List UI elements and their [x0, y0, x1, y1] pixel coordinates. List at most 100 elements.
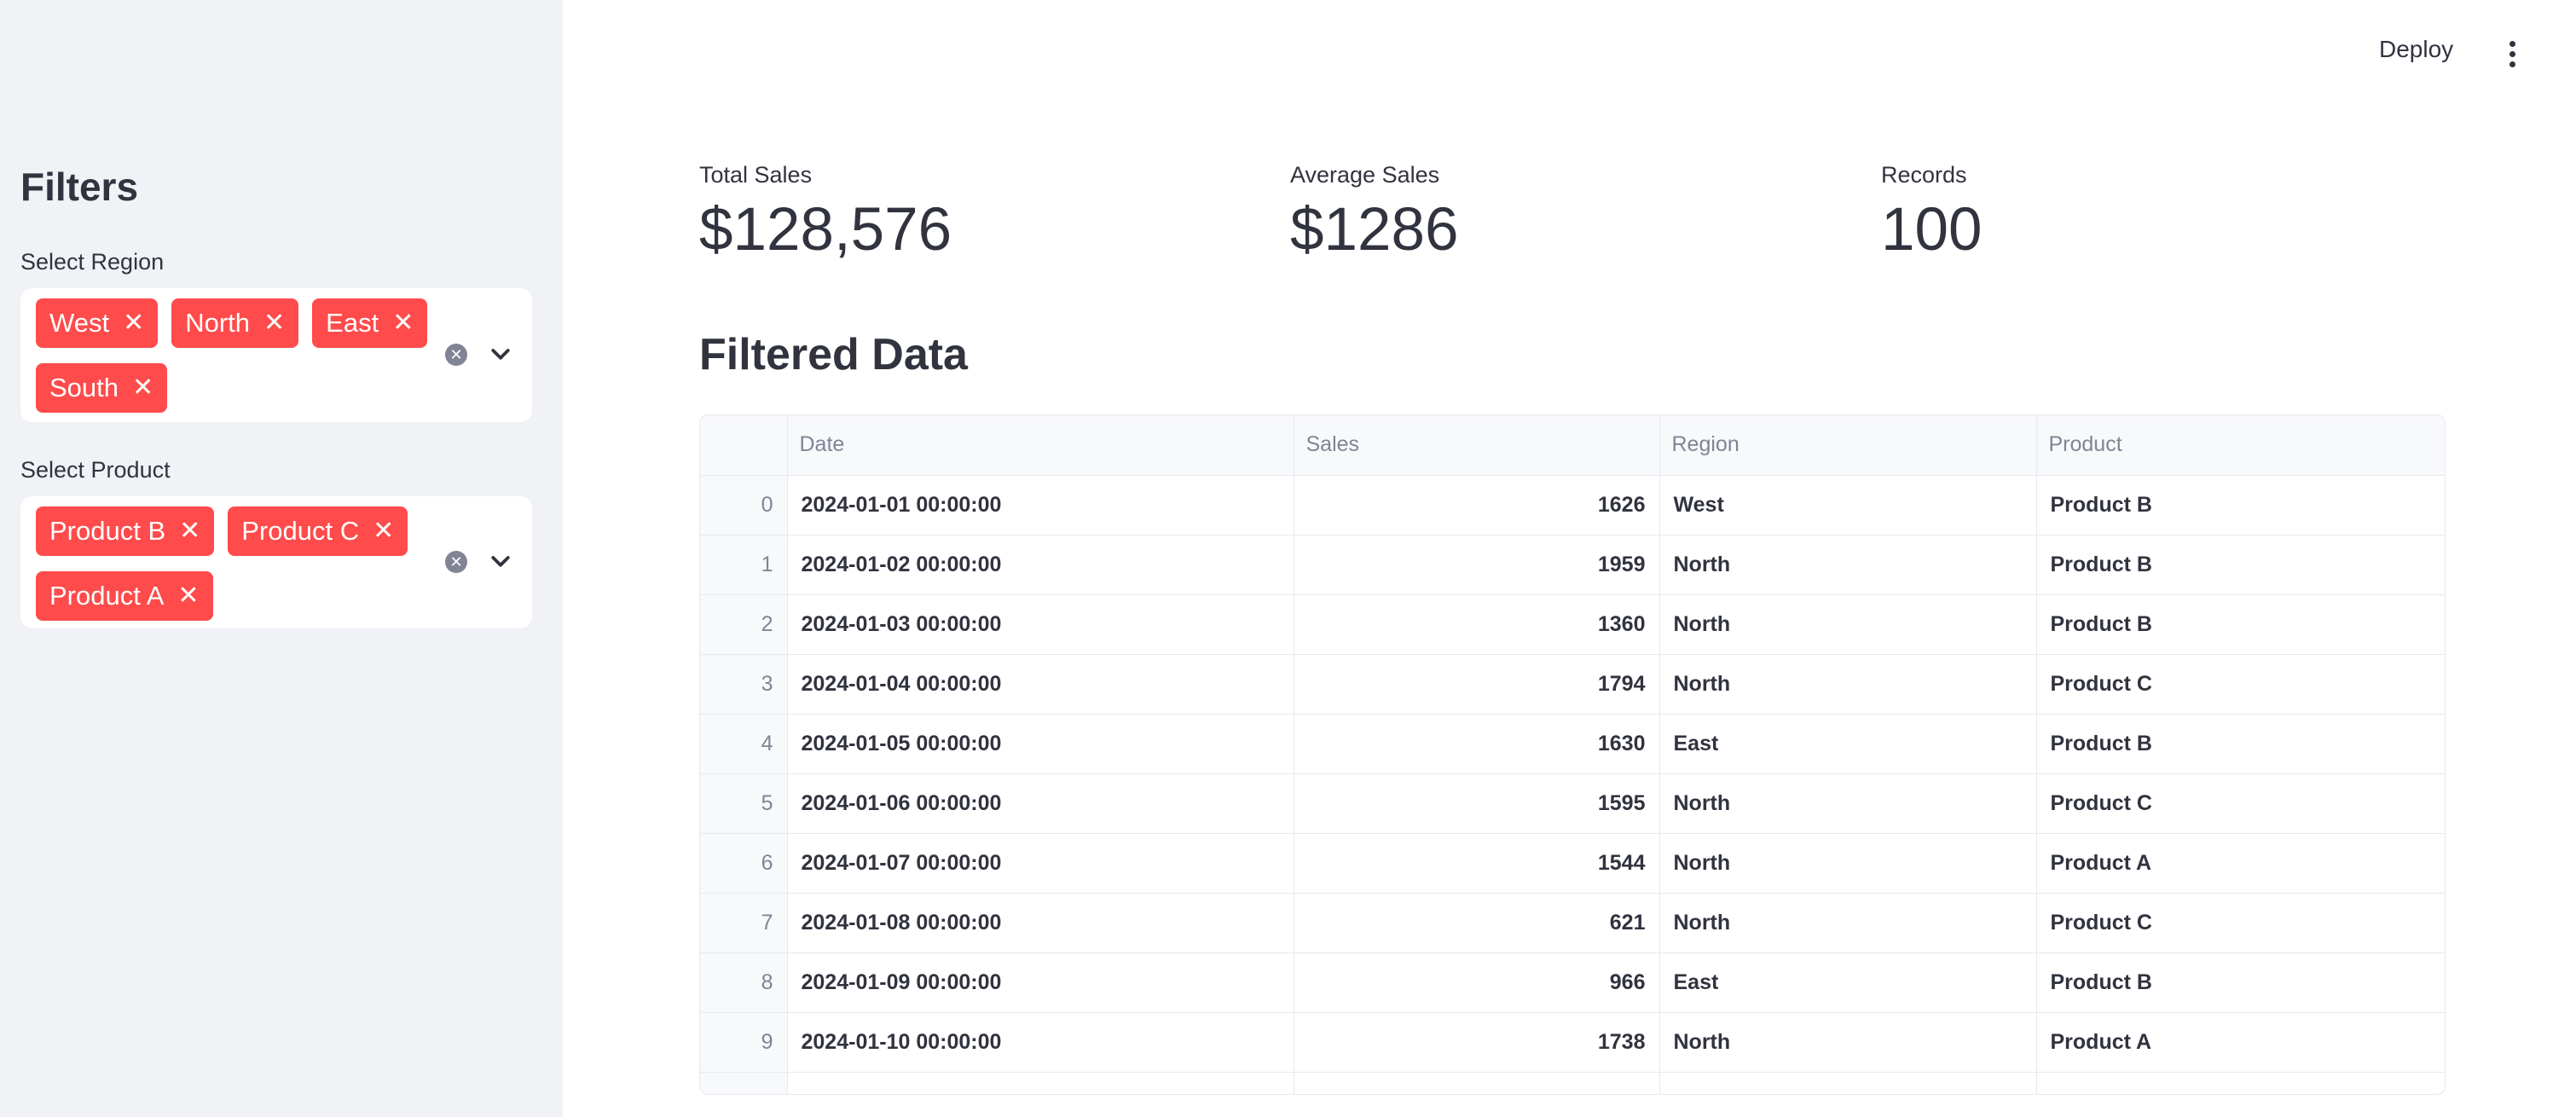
cell-region: [1659, 1072, 2037, 1094]
remove-tag-icon[interactable]: ✕: [177, 582, 200, 610]
cell-region[interactable]: East: [1659, 714, 2037, 774]
table-row[interactable]: 3 2024-01-04 00:00:00 1794 North Product…: [700, 654, 2445, 715]
cell-date[interactable]: 2024-01-05 00:00:00: [787, 714, 1294, 774]
remove-tag-icon[interactable]: ✕: [392, 309, 414, 337]
cell-sales[interactable]: 1959: [1294, 535, 1660, 595]
cell-date: [787, 1072, 1294, 1094]
cell-date[interactable]: 2024-01-04 00:00:00: [787, 654, 1294, 715]
product-tag: Product B ✕: [36, 506, 215, 556]
cell-date[interactable]: 2024-01-06 00:00:00: [787, 773, 1294, 834]
cell-sales[interactable]: 1626: [1294, 475, 1660, 535]
cell-product[interactable]: Product B: [2036, 714, 2445, 774]
clear-all-icon[interactable]: ✕: [445, 551, 467, 573]
product-tag-label: Product A: [49, 581, 165, 611]
product-multiselect[interactable]: Product B ✕ Product C ✕ Product A ✕ ✕: [20, 496, 532, 628]
chevron-down-icon[interactable]: [488, 549, 513, 575]
cell-region[interactable]: North: [1659, 833, 2037, 894]
cell-region[interactable]: West: [1659, 475, 2037, 535]
cell-region[interactable]: North: [1659, 893, 2037, 953]
cell-date[interactable]: 2024-01-02 00:00:00: [787, 535, 1294, 595]
clear-all-icon[interactable]: ✕: [445, 344, 467, 366]
remove-tag-icon[interactable]: ✕: [123, 309, 145, 337]
row-index: 2: [700, 594, 788, 655]
cell-date[interactable]: 2024-01-01 00:00:00: [787, 475, 1294, 535]
remove-tag-icon[interactable]: ✕: [132, 373, 154, 402]
cell-product[interactable]: Product A: [2036, 833, 2445, 894]
sidebar: Filters Select Region West ✕ North ✕ East ✕…: [0, 0, 563, 1117]
region-tag: East ✕: [312, 298, 428, 348]
cell-date[interactable]: 2024-01-03 00:00:00: [787, 594, 1294, 655]
cell-product[interactable]: Product B: [2036, 594, 2445, 655]
cell-product[interactable]: Product B: [2036, 952, 2445, 1013]
table-row[interactable]: 9 2024-01-10 00:00:00 1738 North Product…: [700, 1012, 2445, 1073]
cell-product[interactable]: Product C: [2036, 893, 2445, 953]
cell-region[interactable]: East: [1659, 952, 2037, 1013]
metric-records: Records 100: [1881, 162, 1982, 263]
column-header-sales[interactable]: Sales: [1294, 415, 1660, 476]
table-row[interactable]: 6 2024-01-07 00:00:00 1544 North Product…: [700, 833, 2445, 894]
row-index: 6: [700, 833, 788, 894]
cell-sales[interactable]: 621: [1294, 893, 1660, 953]
cell-sales[interactable]: 1738: [1294, 1012, 1660, 1073]
data-table[interactable]: Date Sales Region Product 0 2024-01-01 0…: [699, 414, 2446, 1095]
metric-value: $128,576: [699, 196, 952, 263]
cell-product[interactable]: Product B: [2036, 475, 2445, 535]
metric-label: Average Sales: [1290, 162, 1440, 188]
cell-date[interactable]: 2024-01-09 00:00:00: [787, 952, 1294, 1013]
cell-region[interactable]: North: [1659, 654, 2037, 715]
metric-value: 100: [1881, 196, 1983, 263]
column-header-index[interactable]: [700, 415, 788, 476]
cell-sales[interactable]: 1630: [1294, 714, 1660, 774]
table-row[interactable]: 8 2024-01-09 00:00:00 966 East Product B: [700, 952, 2445, 1013]
cell-sales[interactable]: 1595: [1294, 773, 1660, 834]
metric-label: Records: [1881, 162, 1967, 188]
row-index: 1: [700, 535, 788, 595]
table-header-row: Date Sales Region Product: [700, 415, 2445, 476]
column-header-date[interactable]: Date: [787, 415, 1294, 476]
remove-tag-icon[interactable]: ✕: [179, 517, 201, 545]
deploy-button[interactable]: Deploy: [2379, 36, 2454, 62]
cell-sales[interactable]: 1360: [1294, 594, 1660, 655]
column-header-product[interactable]: Product: [2036, 415, 2445, 476]
product-tag-label: Product B: [49, 516, 166, 546]
column-header-region[interactable]: Region: [1659, 415, 2037, 476]
remove-tag-icon[interactable]: ✕: [373, 517, 395, 545]
cell-sales[interactable]: 966: [1294, 952, 1660, 1013]
table-row[interactable]: 2 2024-01-03 00:00:00 1360 North Product…: [700, 594, 2445, 655]
cell-date[interactable]: 2024-01-07 00:00:00: [787, 833, 1294, 894]
cell-date[interactable]: 2024-01-08 00:00:00: [787, 893, 1294, 953]
cell-sales[interactable]: 1544: [1294, 833, 1660, 894]
remove-tag-icon[interactable]: ✕: [263, 309, 286, 337]
table-row[interactable]: 1 2024-01-02 00:00:00 1959 North Product…: [700, 535, 2445, 595]
cell-product[interactable]: Product B: [2036, 535, 2445, 595]
cell-sales: [1294, 1072, 1660, 1094]
cell-product: [2036, 1072, 2445, 1094]
region-select-label: Select Region: [20, 249, 165, 275]
cell-product[interactable]: Product C: [2036, 654, 2445, 715]
cell-region[interactable]: North: [1659, 773, 2037, 834]
table-row[interactable]: 7 2024-01-08 00:00:00 621 North Product …: [700, 893, 2445, 953]
region-multiselect[interactable]: West ✕ North ✕ East ✕ South ✕ ✕: [20, 288, 532, 422]
cell-product[interactable]: Product C: [2036, 773, 2445, 834]
cell-date[interactable]: 2024-01-10 00:00:00: [787, 1012, 1294, 1073]
cell-sales[interactable]: 1794: [1294, 654, 1660, 715]
table-row[interactable]: 0 2024-01-01 00:00:00 1626 West Product …: [700, 475, 2445, 535]
row-index: 3: [700, 654, 788, 715]
cell-region[interactable]: North: [1659, 535, 2037, 595]
section-title: Filtered Data: [699, 330, 968, 379]
metric-average-sales: Average Sales $1286: [1290, 162, 1458, 263]
region-tags: West ✕ North ✕ East ✕ South ✕: [36, 298, 437, 413]
cell-product[interactable]: Product A: [2036, 1012, 2445, 1073]
row-index: 9: [700, 1012, 788, 1073]
more-menu-icon[interactable]: [2507, 41, 2517, 70]
table-row-partial: [700, 1072, 2445, 1094]
product-tag: Product C ✕: [228, 506, 408, 556]
table-row[interactable]: 5 2024-01-06 00:00:00 1595 North Product…: [700, 773, 2445, 834]
chevron-down-icon[interactable]: [488, 342, 513, 368]
cell-region[interactable]: North: [1659, 1012, 2037, 1073]
product-tag: Product A ✕: [36, 571, 213, 621]
table-row[interactable]: 4 2024-01-05 00:00:00 1630 East Product …: [700, 714, 2445, 774]
product-select-label: Select Product: [20, 457, 171, 483]
cell-region[interactable]: North: [1659, 594, 2037, 655]
